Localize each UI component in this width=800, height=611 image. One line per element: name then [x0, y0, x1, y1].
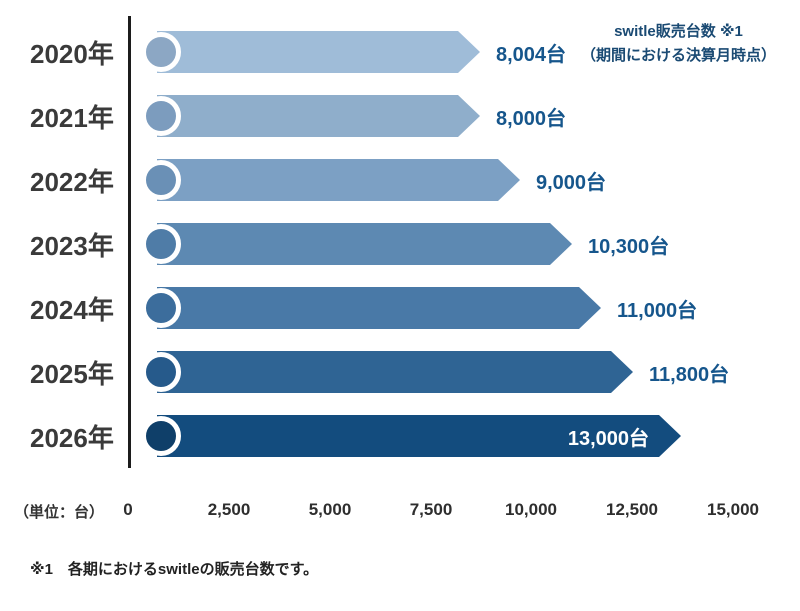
year-label: 2022年	[30, 166, 114, 197]
bar-start-circle	[141, 288, 181, 328]
x-tick-label: 10,000	[505, 500, 557, 519]
x-tick-label: 12,500	[606, 500, 658, 519]
bar-start-circle	[141, 352, 181, 392]
value-label: 11,800台	[649, 363, 730, 386]
bar-plot-cell: 11,000台	[131, 276, 800, 340]
bar	[157, 415, 681, 457]
bar	[157, 351, 633, 393]
year-label: 2026年	[30, 422, 114, 453]
bar	[157, 223, 572, 265]
year-label: 2023年	[30, 230, 114, 261]
value-label: 8,000台	[496, 107, 567, 130]
chart-subtitle: （期間における決算月時点）	[580, 47, 776, 64]
value-label: 11,000台	[617, 299, 698, 322]
bar-plot-cell: 8,004台	[131, 20, 800, 84]
year-label: 2021年	[30, 102, 114, 133]
y-axis-line	[128, 16, 131, 468]
bar-row: 2020年 8,004台	[0, 20, 800, 84]
x-tick-label: 15,000	[707, 500, 759, 519]
bar	[157, 287, 601, 329]
bar-row: 2026年 13,000台	[0, 404, 800, 468]
bar-start-circle	[141, 160, 181, 200]
x-tick-label: 0	[123, 500, 133, 519]
value-label: 13,000台	[567, 427, 649, 450]
bar	[157, 31, 480, 73]
bar	[157, 159, 520, 201]
year-label: 2024年	[30, 294, 114, 325]
bar-row: 2025年 11,800台	[0, 340, 800, 404]
unit-label: （単位：台）	[14, 504, 105, 521]
bar-plot-cell: 8,000台	[131, 84, 800, 148]
bar-plot-cell: 11,800台	[131, 340, 800, 404]
bar-plot-cell: 9,000台	[131, 148, 800, 212]
bar-plot-cell: 13,000台	[131, 404, 800, 468]
chart-title: switle販売台数 ※1	[614, 23, 743, 40]
bar-start-circle	[141, 32, 181, 72]
x-tick-label: 2,500	[207, 500, 251, 519]
bar-row: 2024年 11,000台	[0, 276, 800, 340]
bar-row: 2023年 10,300台	[0, 212, 800, 276]
bar	[157, 95, 480, 137]
value-label: 8,004台	[496, 43, 567, 66]
x-tick-label: 5,000	[308, 500, 352, 519]
value-label: 10,300台	[588, 235, 670, 258]
bar-row: 2022年 9,000台	[0, 148, 800, 212]
chart-title-annotation: switle販売台数 ※1 （期間における決算月時点）	[581, 20, 776, 68]
footnote: ※1 各期におけるswitleの販売台数です。	[30, 561, 319, 578]
year-label: 2020年	[30, 38, 114, 69]
bar-start-circle	[141, 416, 181, 456]
year-label: 2025年	[30, 358, 114, 389]
value-label: 9,000台	[536, 171, 607, 194]
x-tick-label: 7,500	[409, 500, 453, 519]
bars-area: 2020年 8,004台 2021年 8,000台 2022年 9,000台 2023年 10…	[0, 20, 800, 468]
bar-start-circle	[141, 224, 181, 264]
x-axis-ticks: 0 2,500 5,000 7,500 10,000 12,500 15,000	[123, 500, 759, 528]
bar-plot-cell: 10,300台	[131, 212, 800, 276]
bar-row: 2021年 8,000台	[0, 84, 800, 148]
bar-start-circle	[141, 96, 181, 136]
